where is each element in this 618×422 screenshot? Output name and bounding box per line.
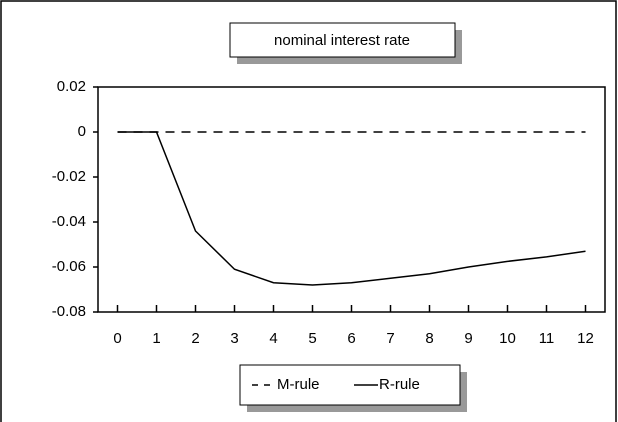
chart-title: nominal interest rate — [274, 32, 410, 49]
series-line — [117, 131, 586, 286]
x-tick-label: 3 — [230, 330, 238, 347]
x-tick-label: 2 — [191, 330, 199, 347]
x-tick-label: 4 — [269, 330, 277, 347]
title-box — [229, 22, 456, 58]
x-tick-label: 1 — [152, 330, 160, 347]
y-tick-label: -0.06 — [52, 258, 86, 275]
y-tick-label: -0.04 — [52, 213, 86, 230]
x-tick-label: 6 — [347, 330, 355, 347]
y-tick-label: 0.02 — [57, 78, 86, 95]
x-tick-label: 12 — [577, 330, 594, 347]
x-tick-label: 9 — [464, 330, 472, 347]
x-tick-label: 11 — [539, 330, 555, 347]
legend-label: M-rule — [277, 376, 320, 393]
x-tick-label: 5 — [308, 330, 316, 347]
x-tick-label: 7 — [386, 330, 394, 347]
legend-label: R-rule — [379, 376, 420, 393]
y-tick-label: 0 — [78, 123, 86, 140]
x-tick-label: 10 — [499, 330, 516, 347]
x-tick-label: 0 — [113, 330, 121, 347]
x-tick-label: 8 — [425, 330, 433, 347]
legend-box — [239, 364, 461, 406]
y-tick-label: -0.02 — [52, 168, 86, 185]
y-tick-label: -0.08 — [52, 303, 86, 320]
